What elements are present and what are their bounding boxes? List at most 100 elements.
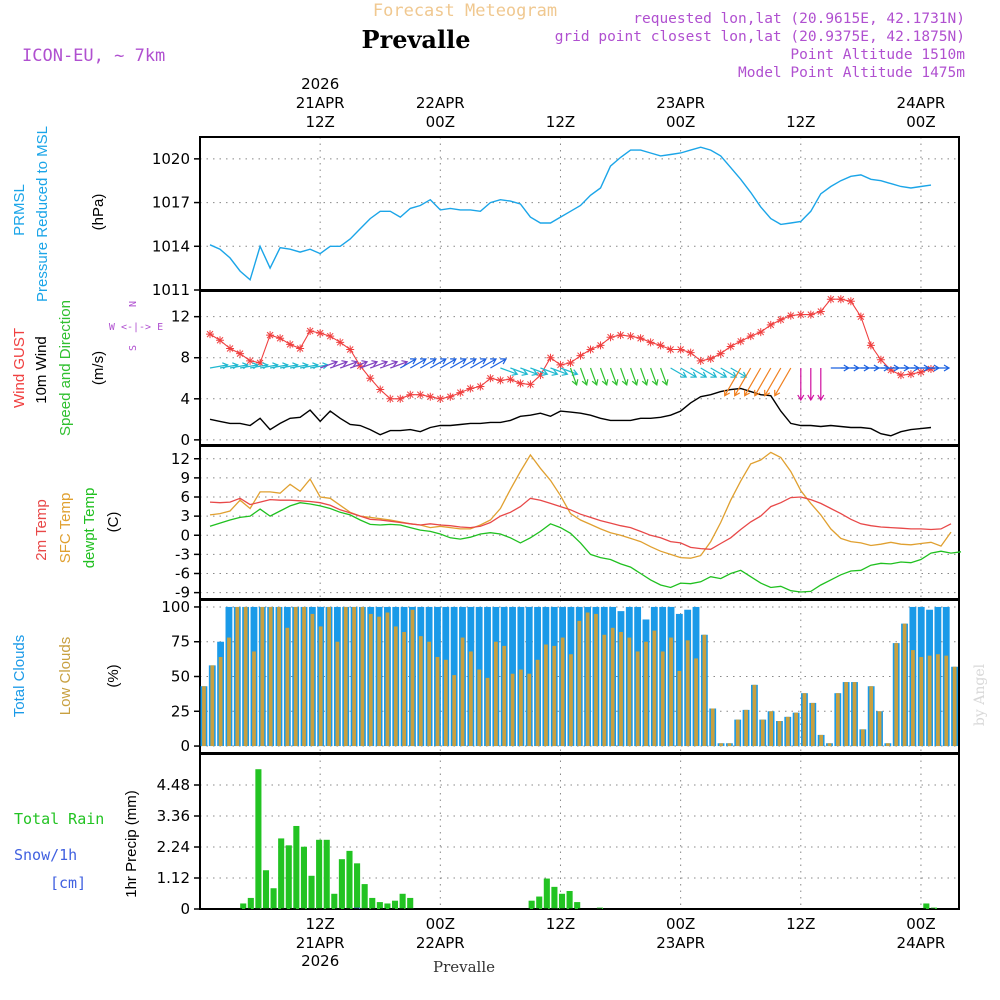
wind-arrow — [369, 360, 389, 369]
wind-arrow — [579, 367, 589, 386]
wind10-label: 10m Wind — [33, 336, 50, 404]
low-cloud-bar — [810, 702, 815, 747]
wind-arrow — [530, 367, 549, 376]
low-cloud-bar — [310, 613, 315, 747]
low-cloud-bar — [852, 682, 857, 747]
low-cloud-bar — [927, 655, 932, 747]
rain-bar — [407, 897, 414, 909]
gust-marker — [676, 345, 685, 354]
low-cloud-bar — [627, 637, 632, 747]
rain-bar — [376, 902, 383, 909]
rain-bar — [293, 825, 300, 909]
ytick-label: 4.48 — [157, 776, 190, 794]
low-cloud-bar — [894, 643, 899, 747]
low-cloud-bar — [452, 675, 457, 747]
low-cloud-bar — [902, 623, 907, 747]
low-cloud-bar — [243, 606, 248, 747]
low-cloud-bar — [377, 616, 381, 747]
rain-bar — [361, 884, 368, 909]
wind-arrow — [599, 367, 609, 387]
low-cloud-bar — [494, 641, 498, 747]
rain-bar — [247, 897, 254, 909]
rain-bar — [278, 838, 285, 909]
gust-marker — [696, 356, 705, 365]
ytick-label: 1020 — [152, 150, 190, 168]
gust-marker — [266, 331, 275, 340]
wind-arrow — [931, 364, 951, 372]
wind-arrow — [680, 367, 698, 378]
gust-marker — [786, 311, 795, 320]
low-cloud-bar — [860, 729, 865, 747]
requested-coords: requested lon,lat (20.9615E, 42.1731N) — [633, 11, 965, 27]
gust-marker — [336, 338, 345, 347]
gust-marker — [576, 351, 585, 360]
wind-arrow — [569, 367, 579, 386]
wind-arrow — [379, 360, 399, 369]
wind-arrow — [510, 367, 529, 376]
prmsl-long-label: Pressure Reduced to MSL — [34, 126, 51, 302]
low-cloud-bar — [744, 709, 748, 747]
prmsl-label: PRMSL — [11, 184, 28, 236]
gust-marker — [726, 342, 735, 351]
gust-marker — [906, 370, 915, 379]
low-cloud-bar — [277, 606, 281, 747]
low-cloud-bar — [410, 609, 415, 747]
low-cloud-bar — [594, 613, 598, 747]
low-cloud-bar — [468, 651, 473, 747]
rain-bar — [528, 900, 535, 909]
ytick-label: -3 — [175, 545, 190, 563]
gust-marker — [546, 353, 555, 362]
wind-arrow — [460, 358, 477, 369]
wind-arrow — [349, 360, 369, 369]
rain-bar — [300, 846, 307, 909]
gust-marker — [526, 380, 535, 389]
low-cloud-bar — [260, 606, 265, 747]
wind-arrow — [764, 367, 782, 397]
low-cloud-bar — [585, 612, 590, 747]
top-tick-label: 12Z — [786, 113, 815, 131]
wind-arrow — [319, 360, 339, 369]
ytick-label: 4 — [180, 390, 190, 408]
wind-unit: (m/s) — [90, 351, 107, 385]
gust-marker — [606, 333, 615, 342]
wind-arrow — [744, 367, 762, 397]
gust-marker — [476, 382, 485, 391]
gust-marker — [296, 344, 305, 353]
low-cloud-bar — [544, 644, 548, 747]
wind-arrow — [734, 367, 752, 397]
low-cloud-bar — [443, 659, 448, 747]
temp-unit: (C) — [105, 512, 122, 533]
point-altitude: Point Altitude 1510m — [790, 47, 965, 63]
low-cloud-bar — [527, 673, 532, 747]
prmsl-line — [209, 146, 932, 282]
ytick-label: 9 — [180, 469, 190, 487]
snow-unit-label: [cm] — [50, 874, 86, 892]
low-cloud-bar — [552, 645, 557, 747]
gust-marker — [206, 330, 215, 339]
rain-bar — [536, 896, 543, 909]
low-cloud-bar — [602, 634, 607, 747]
ytick-label: 50 — [171, 668, 190, 686]
gust-marker — [286, 340, 295, 349]
wind-arrow — [630, 367, 639, 387]
wind-arrow — [339, 360, 359, 369]
ytick-label: 1011 — [152, 281, 190, 299]
gust-marker — [506, 375, 515, 384]
low-cloud-bar — [402, 631, 407, 747]
rain-bar — [551, 886, 558, 909]
low-cloud-bar — [702, 634, 707, 747]
gust-marker — [706, 354, 715, 363]
top-tick-label: 12Z — [305, 113, 334, 131]
gust-marker — [226, 344, 235, 353]
wind-arrow — [817, 368, 825, 402]
low-cloud-bar — [327, 606, 331, 747]
low-cloud-bar — [577, 620, 582, 747]
ytick-label: 0 — [180, 900, 190, 918]
bottom-tick: 12Z — [546, 915, 575, 933]
low-cloud-bar — [669, 637, 673, 747]
gust-marker — [436, 394, 445, 403]
